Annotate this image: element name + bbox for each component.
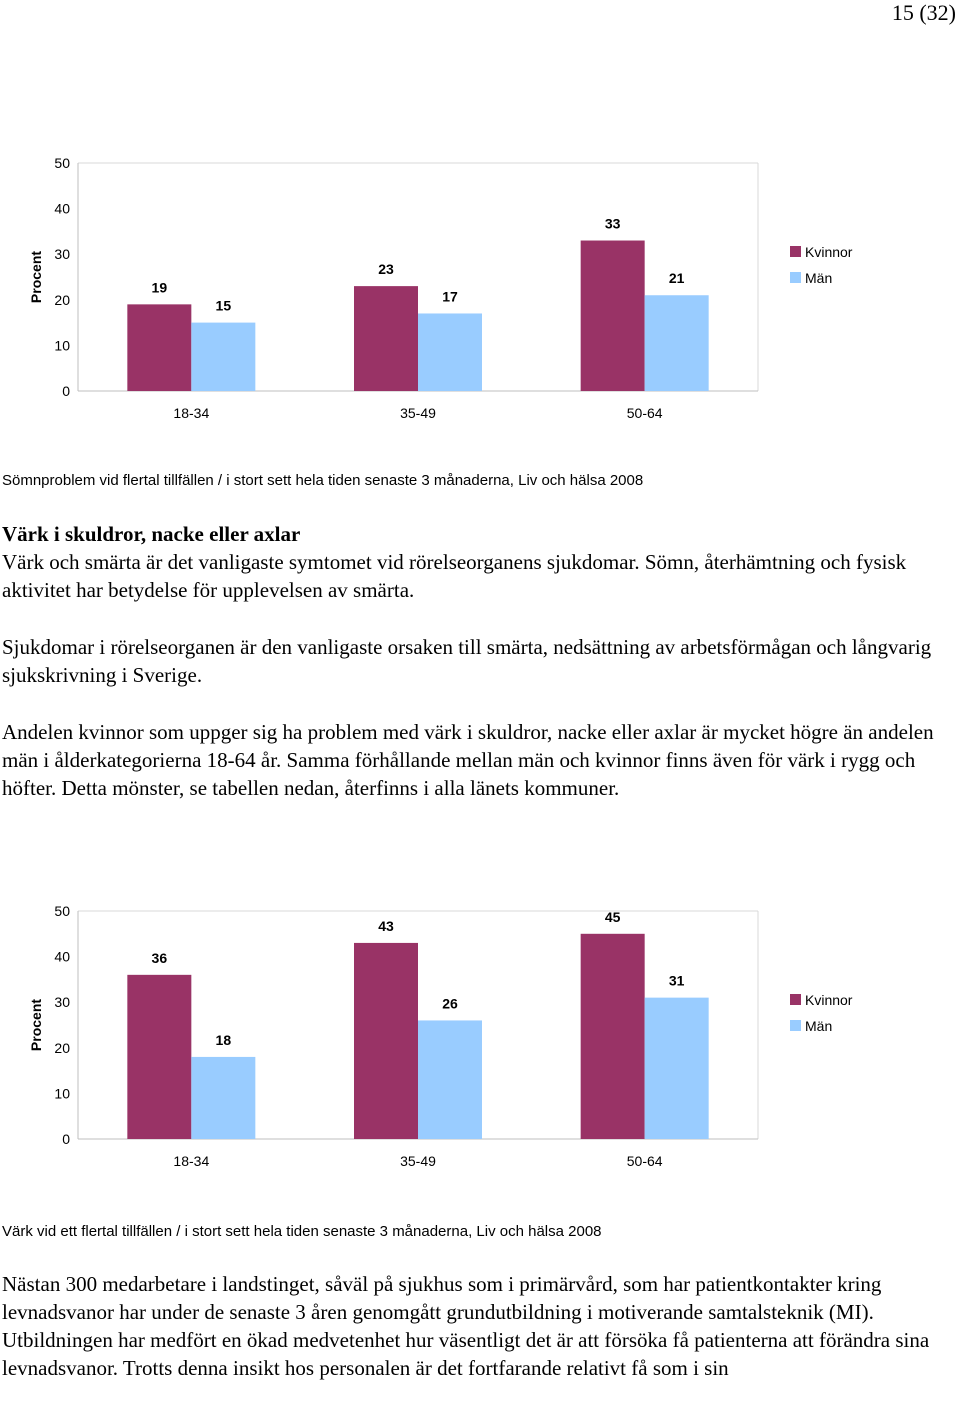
y-tick-label: 20 [54,292,70,308]
bar-kvinnor [354,286,418,391]
data-label: 45 [605,909,621,925]
y-tick-label: 30 [54,994,70,1010]
data-label: 17 [442,288,458,304]
sleep-problems-chart: 0 10 20 30 40 50 Procent 18-34 19 15 35-49 23 17 50-6… [28,155,853,421]
paragraph: Andelen kvinnor som uppger sig ha proble… [2,720,934,800]
section-vark: Värk i skuldror, nacke eller axlar Värk … [2,520,952,831]
bar-man [644,997,709,1139]
y-tick-label: 0 [62,1131,70,1147]
data-label: 21 [669,270,685,286]
bar-man [191,322,256,391]
y-tick-label: 40 [54,201,70,217]
legend-swatch [790,1020,801,1031]
legend-label: Män [805,1018,832,1034]
x-tick-label: 18-34 [173,1153,209,1169]
x-tick-label: 50-64 [627,405,663,421]
data-label: 15 [216,298,232,314]
legend-swatch [790,994,801,1005]
sleep-chart-caption: Sömnproblem vid flertal tillfällen / i s… [2,472,644,489]
y-tick-label: 50 [54,155,70,171]
section-bottom: Nästan 300 medarbetare i landstinget, så… [2,1270,952,1411]
data-label: 23 [378,261,394,277]
y-tick-label: 0 [62,383,70,399]
legend-label: Män [805,270,832,286]
y-tick-label: 10 [54,337,70,353]
data-label: 31 [669,973,685,989]
y-tick-label: 10 [54,1085,70,1101]
y-axis-label: Procent [28,251,44,303]
x-tick-label: 35-49 [400,405,436,421]
legend-label: Kvinnor [805,244,853,260]
bar-man [644,295,709,391]
data-label: 43 [378,918,394,934]
data-label: 19 [152,279,168,295]
data-label: 33 [605,216,621,232]
x-tick-label: 35-49 [400,1153,436,1169]
bar-kvinnor [127,304,192,391]
bar-kvinnor [127,974,192,1139]
section-heading: Värk i skuldror, nacke eller axlar [2,522,301,546]
bar-kvinnor [580,240,645,391]
y-tick-label: 30 [54,246,70,262]
pain-chart-caption: Värk vid ett flertal tillfällen / i stor… [2,1223,602,1240]
paragraph: Värk och smärta är det vanligaste symtom… [2,550,907,602]
paragraph: Nästan 300 medarbetare i landstinget, så… [2,1272,930,1380]
data-label: 36 [152,950,168,966]
legend-label: Kvinnor [805,992,853,1008]
y-tick-label: 20 [54,1040,70,1056]
pain-chart: 0 10 20 30 40 50 Procent 18-34 36 18 35-49 43 26 50-6… [28,903,853,1169]
bar-man [191,1056,256,1139]
y-tick-label: 40 [54,949,70,965]
bar-kvinnor [580,933,645,1139]
bar-man [418,1020,482,1139]
legend-swatch [790,272,801,283]
y-tick-label: 50 [54,903,70,919]
x-tick-label: 18-34 [173,405,209,421]
paragraph: Sjukdomar i rörelseorganen är den vanlig… [2,635,932,687]
x-tick-label: 50-64 [627,1153,663,1169]
page-number: 15 (32) [891,0,956,25]
bar-kvinnor [354,942,418,1139]
data-label: 18 [216,1032,232,1048]
legend-swatch [790,246,801,257]
bar-man [418,313,482,391]
data-label: 26 [442,995,458,1011]
y-axis-label: Procent [28,999,44,1051]
